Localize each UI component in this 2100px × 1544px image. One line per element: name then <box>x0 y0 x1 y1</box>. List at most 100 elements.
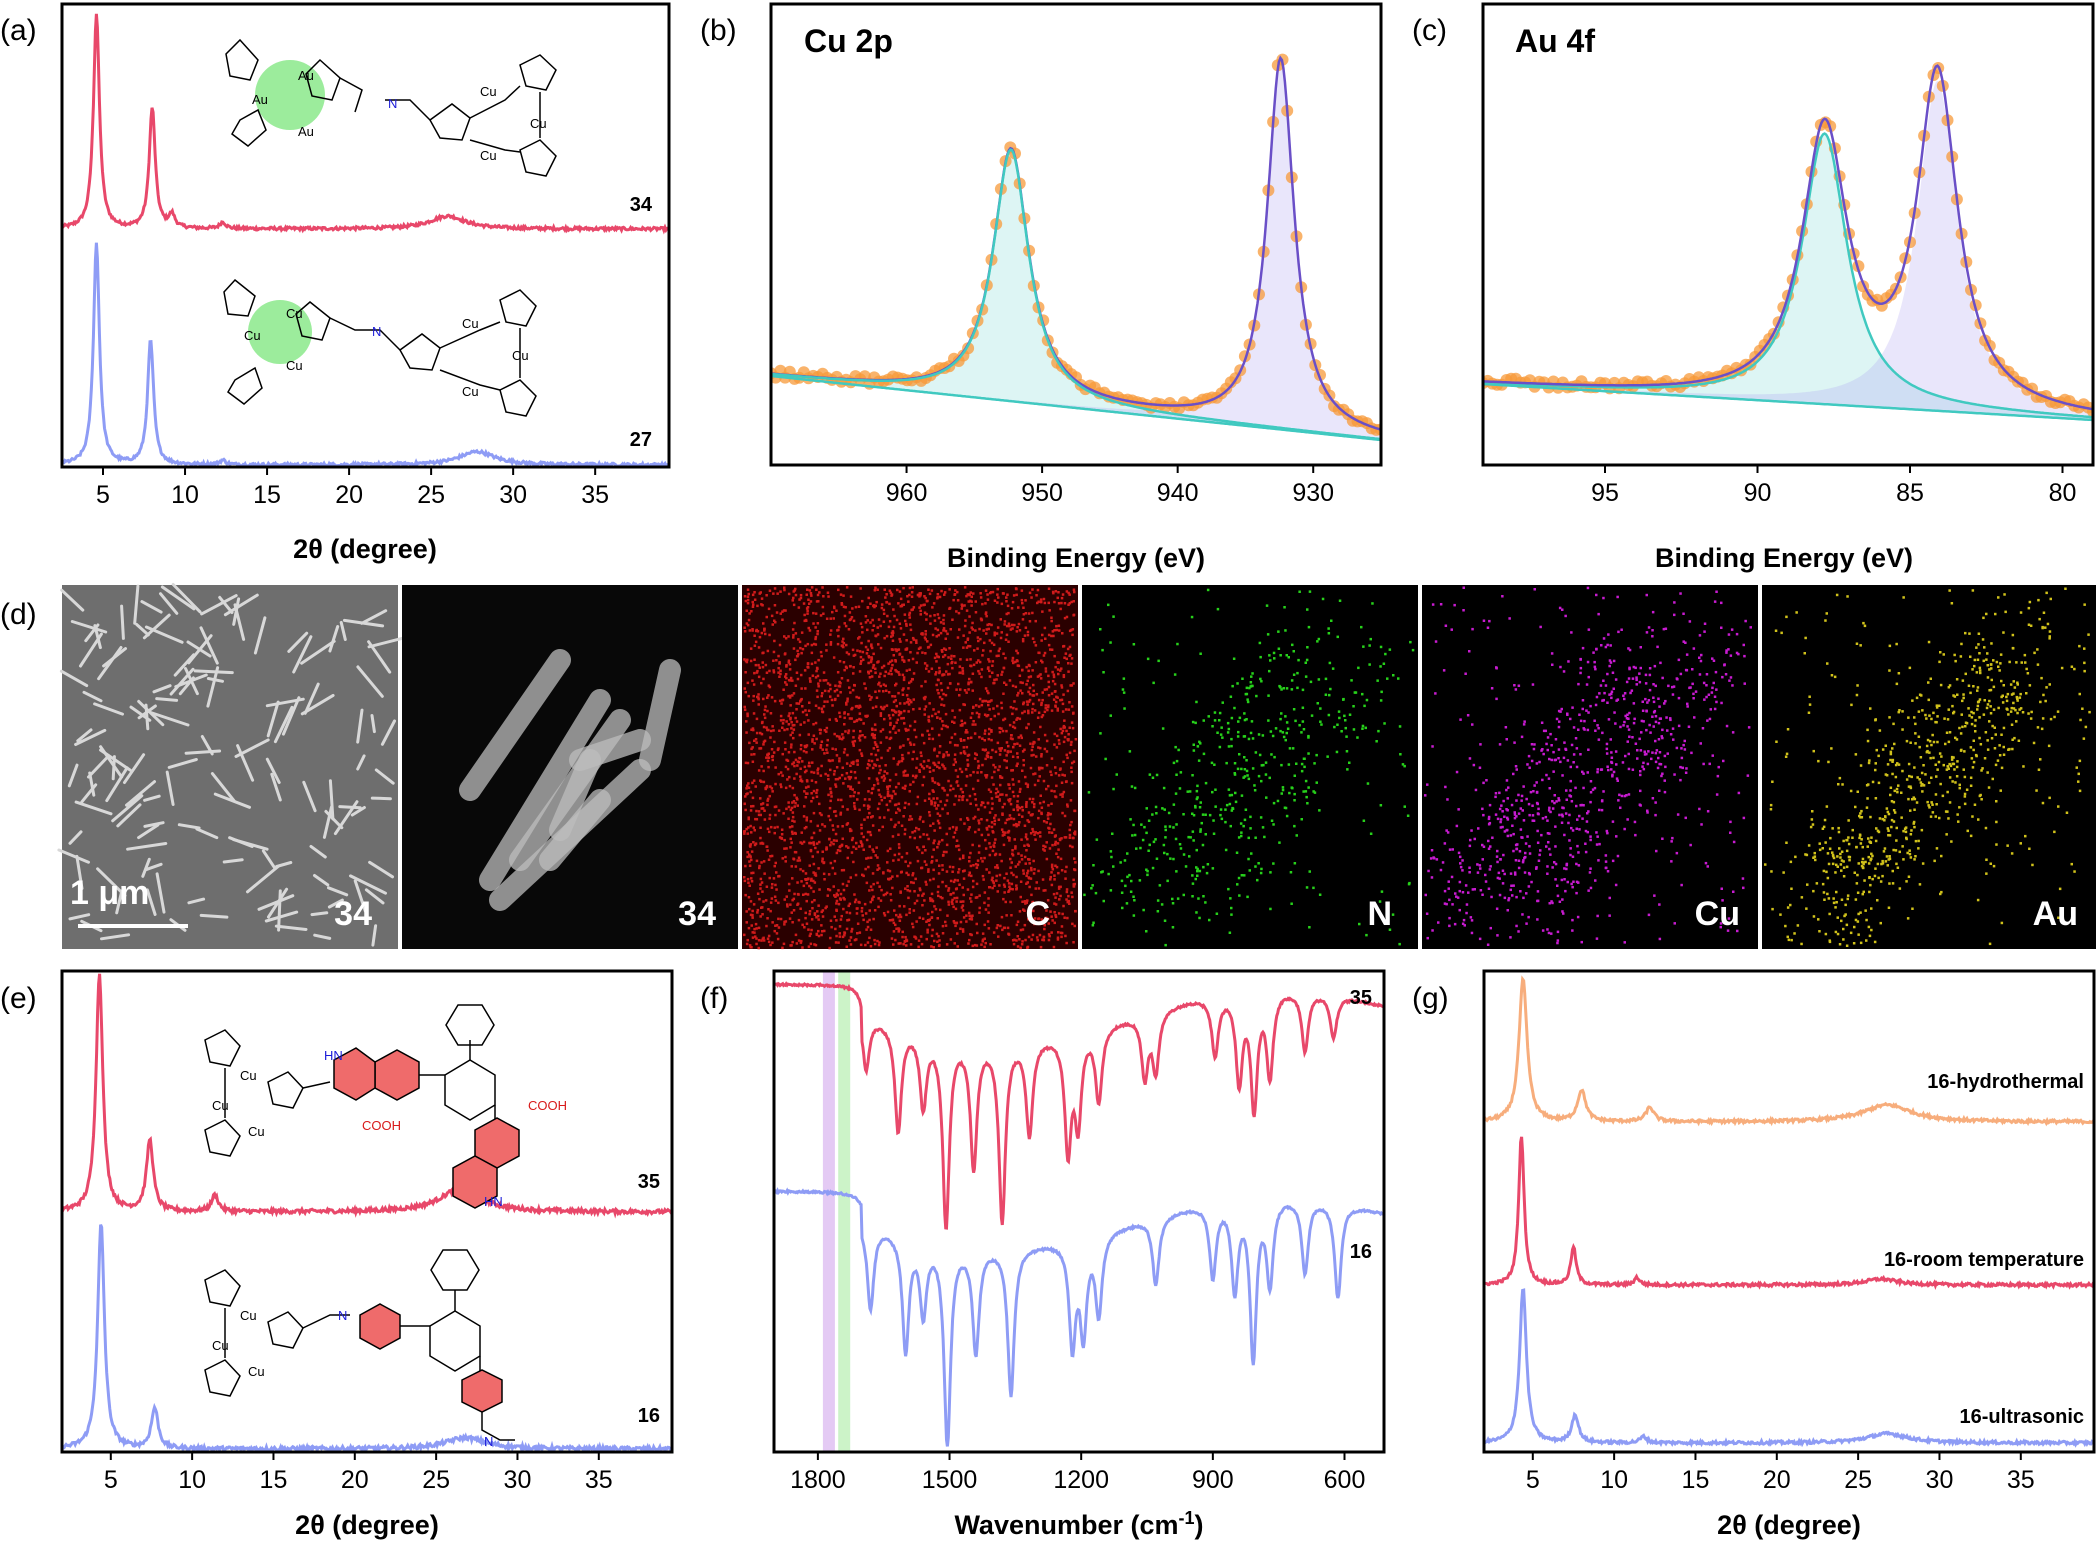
eds-dot <box>759 915 762 918</box>
eds-dot <box>768 633 771 637</box>
eds-dot <box>1112 615 1115 618</box>
eds-dot <box>1208 918 1211 922</box>
eds-dot <box>1588 871 1592 874</box>
eds-dot <box>898 928 901 931</box>
eds-dot <box>1030 893 1033 897</box>
eds-dot <box>1664 765 1667 769</box>
sem-needle <box>135 623 150 637</box>
eds-dot <box>1461 922 1465 925</box>
eds-dot <box>1070 891 1073 894</box>
eds-dot <box>1053 732 1056 736</box>
sem-needle <box>370 796 392 801</box>
eds-dot <box>828 806 832 810</box>
eds-dot <box>1595 831 1598 834</box>
eds-dot <box>829 843 832 847</box>
eds-dot <box>928 733 931 737</box>
eds-dot <box>786 728 789 731</box>
eds-dot <box>1173 673 1177 676</box>
eds-dot <box>1639 789 1642 793</box>
eds-dot <box>821 605 825 609</box>
eds-dot <box>1662 627 1666 631</box>
eds-dot <box>1068 828 1071 832</box>
eds-dot <box>923 708 926 711</box>
eds-dot <box>757 769 761 772</box>
eds-dot <box>909 743 913 746</box>
eds-dot <box>905 669 909 672</box>
eds-dot <box>791 815 795 819</box>
eds-dot <box>921 783 924 787</box>
eds-dot <box>1249 827 1252 830</box>
eds-dot <box>887 662 890 665</box>
eds-dot <box>863 682 866 685</box>
eds-dot <box>1067 603 1070 606</box>
eds-dot <box>944 884 948 888</box>
eds-dot <box>1729 831 1732 834</box>
eds-dot <box>779 590 782 593</box>
eds-dot <box>951 902 954 905</box>
sem-needle <box>349 874 387 895</box>
eds-dot <box>813 913 817 916</box>
eds-dot <box>961 672 965 675</box>
eds-dot <box>1273 657 1276 660</box>
eds-dot <box>876 881 879 885</box>
eds-dot <box>825 649 828 652</box>
eds-dot <box>1020 805 1024 809</box>
eds-dot <box>774 883 777 887</box>
eds-dot <box>950 661 953 665</box>
eds-dot <box>839 898 842 901</box>
eds-dot <box>789 716 792 720</box>
eds-dot <box>890 659 894 662</box>
eds-dot <box>1019 689 1022 692</box>
eds-dot <box>915 920 918 923</box>
eds-dot <box>1025 726 1028 729</box>
eds-dot <box>1307 752 1310 755</box>
eds-dot <box>991 886 994 890</box>
eds-dot <box>857 791 860 795</box>
eds-dot <box>784 637 788 640</box>
eds-dot <box>1646 701 1649 704</box>
eds-dot <box>1013 623 1016 627</box>
eds-dot <box>852 760 855 764</box>
eds-dot <box>1020 858 1024 861</box>
eds-dot <box>897 852 901 856</box>
eds-dot <box>909 641 913 644</box>
eds-dot <box>1616 779 1619 782</box>
eds-dot <box>1353 691 1357 694</box>
eds-dot <box>853 739 857 743</box>
eds-dot <box>1011 755 1015 758</box>
eds-dot <box>1270 753 1273 756</box>
eds-dot <box>873 942 877 946</box>
sem-needle <box>371 924 378 947</box>
sem-needle <box>253 616 267 655</box>
x-tick-label: 10 <box>171 481 199 509</box>
eds-dot <box>1214 788 1217 791</box>
eds-dot <box>1458 880 1462 884</box>
eds-dot <box>962 893 965 897</box>
eds-dot <box>1184 865 1188 868</box>
eds-dot <box>1009 857 1012 861</box>
eds-dot <box>910 677 914 681</box>
eds-dot <box>926 912 930 916</box>
eds-dot <box>1151 776 1155 779</box>
eds-dot <box>1538 760 1541 764</box>
sem-needle <box>246 865 280 894</box>
eds-dot <box>962 634 965 637</box>
sem-needle <box>274 924 308 931</box>
eds-dot <box>998 884 1001 887</box>
eds-dot <box>1646 811 1649 814</box>
eds-dot <box>1057 624 1061 627</box>
eds-dot <box>1025 700 1029 703</box>
eds-dot <box>996 587 999 591</box>
eds-dot <box>1009 798 1012 801</box>
eds-dot <box>779 669 782 672</box>
eds-dot <box>1041 938 1044 942</box>
eds-dot <box>889 794 892 797</box>
eds-dot <box>866 925 870 929</box>
eds-dot <box>907 896 910 900</box>
eds-dot <box>985 818 989 822</box>
eds-dot <box>1058 742 1061 745</box>
eds-dot <box>1050 863 1054 867</box>
eds-dot <box>1186 790 1189 793</box>
eds-dot <box>840 773 844 777</box>
eds-dot <box>927 870 930 873</box>
